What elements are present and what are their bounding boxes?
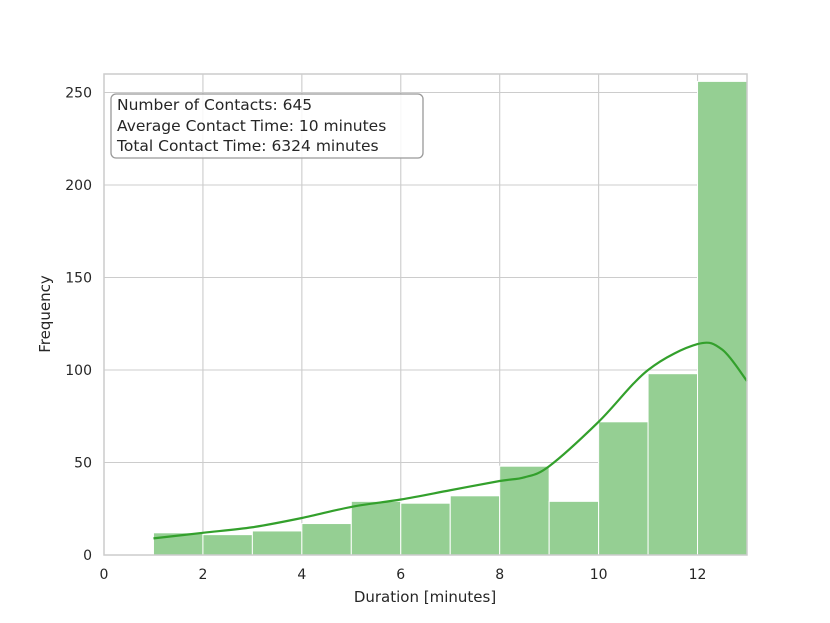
y-tick-label: 200 <box>65 178 92 194</box>
histogram-bar <box>449 495 501 556</box>
annotation-total-time: Total Contact Time: 6324 minutes <box>116 137 379 155</box>
ticks-layer: 0 2 4 6 8 10 12 0 50 100 150 200 250 <box>65 86 706 584</box>
histogram-bar <box>400 502 451 556</box>
x-tick-label: 4 <box>297 567 306 583</box>
x-tick-label: 6 <box>396 567 405 583</box>
y-axis-label: Frequency <box>36 275 54 353</box>
annotation-average-time: Average Contact Time: 10 minutes <box>117 117 386 135</box>
y-tick-label: 50 <box>74 456 92 472</box>
x-tick-label: 0 <box>100 567 109 583</box>
x-tick-label: 10 <box>590 567 608 583</box>
histogram-bar <box>301 523 352 556</box>
histogram-bar <box>350 500 402 556</box>
bars-layer <box>152 80 748 556</box>
y-tick-label: 0 <box>83 548 92 564</box>
histogram-bar <box>598 421 649 556</box>
stats-annotation-box: Number of Contacts: 645 Average Contact … <box>110 93 424 159</box>
kde-layer <box>153 341 748 540</box>
x-tick-label: 12 <box>689 567 707 583</box>
x-tick-label: 2 <box>198 567 207 583</box>
histogram-bar <box>202 534 253 556</box>
y-tick-label: 250 <box>65 86 92 102</box>
annotation-contacts: Number of Contacts: 645 <box>117 96 312 114</box>
histogram-bar <box>251 530 303 556</box>
histogram-bar <box>548 500 600 556</box>
plot-frame <box>103 73 748 556</box>
histogram-bar <box>647 373 699 556</box>
y-tick-label: 150 <box>65 271 92 287</box>
y-tick-label: 100 <box>65 363 92 379</box>
histogram-bar <box>697 80 748 556</box>
kde-curve <box>153 341 748 540</box>
annotation-box-frame <box>110 93 424 159</box>
x-tick-label: 8 <box>495 567 504 583</box>
x-axis-label: Duration [minutes] <box>354 588 496 606</box>
